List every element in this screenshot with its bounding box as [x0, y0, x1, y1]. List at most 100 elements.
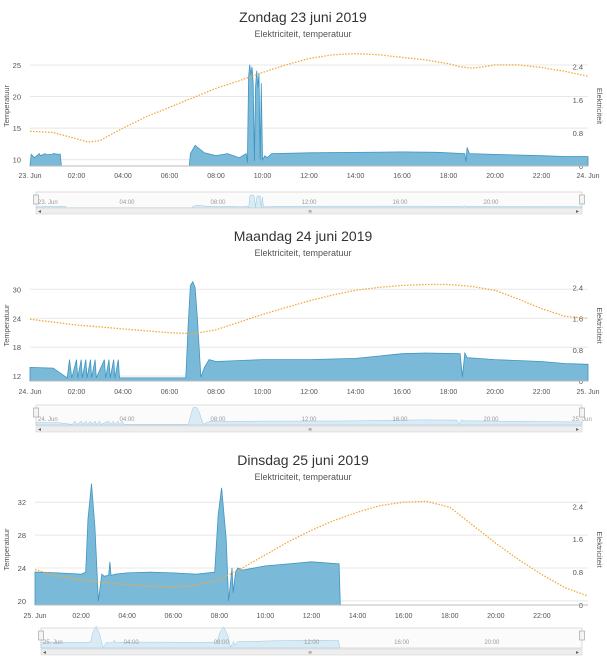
navigator-tick-label: 20:00 — [483, 200, 499, 206]
scrollbar[interactable]: ◂ ▸ ≡ — [35, 425, 583, 434]
chart-title: Dinsdag 25 juni 2019 — [237, 452, 369, 468]
scrollbar-track[interactable] — [35, 207, 583, 215]
navigator-tick-label: 25. Jun — [572, 417, 592, 423]
x-tick-label: 02:00 — [68, 389, 86, 396]
navigator-right-handle[interactable] — [579, 630, 585, 641]
y-right-tick-label: 1.6 — [573, 96, 583, 105]
y-left-tick-label: 24 — [13, 314, 21, 323]
navigator-tick-label: 16:00 — [394, 640, 410, 646]
y-right-tick-label: 1.6 — [573, 535, 583, 544]
x-tick-label: 20:00 — [487, 613, 505, 620]
y-left-tick-label: 20 — [13, 93, 21, 102]
x-tick-label: 06:00 — [164, 613, 182, 620]
navigator[interactable]: 23. Jun 04:00 08:00 12:00 16:00 20:00 — [33, 191, 585, 209]
x-tick-label: 14:00 — [347, 389, 365, 396]
y-right-axis-title: Elektriciteit — [595, 531, 604, 568]
y-left-tick-label: 20 — [18, 597, 26, 606]
x-tick-label: 06:00 — [161, 173, 179, 180]
scrollbar-right-arrow-icon: ▸ — [576, 427, 579, 433]
navigator-tick-label: 08:00 — [210, 417, 226, 423]
x-tick-label: 18:00 — [440, 173, 458, 180]
y-left-tick-label: 12 — [13, 372, 21, 381]
y-right-axis-title: Elektriciteit — [595, 88, 604, 125]
navigator-series — [40, 625, 340, 649]
x-tick-label: 22:00 — [533, 613, 551, 620]
x-tick-label: 20:00 — [486, 173, 504, 180]
temperature-line-series — [29, 52, 589, 143]
y-left-axis-title: Temperatuur — [2, 84, 11, 127]
chart-subtitle: Elektriciteit, temperatuur — [254, 29, 351, 39]
navigator-right-handle[interactable] — [579, 407, 585, 418]
navigator-left-handle[interactable] — [33, 194, 39, 205]
y-left-tick-label: 10 — [13, 156, 21, 165]
x-tick-label: 12:00 — [300, 173, 318, 180]
navigator-tick-label: 04:00 — [119, 417, 135, 423]
x-tick-label: 10:00 — [254, 389, 272, 396]
x-tick-label: 04:00 — [114, 389, 132, 396]
navigator-tick-label: 20:00 — [483, 417, 499, 423]
y-left-axis-title: Temperatuur — [2, 528, 11, 571]
x-tick-label: 10:00 — [254, 173, 272, 180]
scrollbar-grip-icon: ≡ — [308, 428, 312, 434]
x-tick-label: 08:00 — [211, 613, 229, 620]
y-left-axis-title: Temperatuur — [2, 304, 11, 347]
y-left-tick-label: 30 — [13, 285, 21, 294]
navigator-tick-label: 23. Jun — [38, 200, 58, 206]
x-tick-label: 10:00 — [257, 613, 275, 620]
navigator-series — [35, 406, 583, 426]
y-right-tick-label: 2.4 — [573, 63, 583, 72]
navigator-left-handle[interactable] — [38, 630, 44, 641]
navigator-tick-label: 16:00 — [392, 200, 408, 206]
scrollbar-right-arrow-icon: ▸ — [576, 650, 579, 656]
y-right-tick-label: 2.4 — [573, 502, 583, 511]
y-right-tick-label: 2.4 — [573, 284, 583, 293]
electricity-area-series — [29, 280, 589, 382]
chart-3: Dinsdag 25 juni 2019 Elektriciteit, tempe… — [2, 452, 604, 657]
x-tick-label: 22:00 — [533, 389, 551, 396]
x-tick-label: 08:00 — [207, 389, 225, 396]
x-tick-label: 18:00 — [441, 613, 459, 620]
electricity-area-series — [29, 64, 589, 167]
y-left-tick-label: 28 — [18, 531, 26, 540]
navigator-left-handle[interactable] — [33, 407, 39, 418]
y-left-tick-label: 32 — [18, 498, 26, 507]
scrollbar-track[interactable] — [40, 648, 583, 656]
navigator-right-handle[interactable] — [579, 194, 585, 205]
y-right-axis-title: Elektriciteit — [595, 307, 604, 344]
scrollbar-left-arrow-icon: ◂ — [38, 427, 41, 433]
navigator[interactable]: 25. Jun 04:00 08:00 12:00 16:00 20:00 — [38, 625, 585, 649]
navigator-tick-label: 12:00 — [301, 200, 317, 206]
x-tick-label: 04:00 — [118, 613, 136, 620]
y-right-tick-label: 0.8 — [573, 568, 583, 577]
temperature-line-series — [34, 500, 589, 597]
temperature-line-series — [29, 283, 589, 335]
scrollbar[interactable]: ◂ ▸ ≡ — [40, 648, 583, 657]
scrollbar-right-arrow-icon: ▸ — [576, 209, 579, 215]
x-tick-label: 08:00 — [207, 173, 225, 180]
x-tick-label: 24. Jun — [577, 173, 600, 180]
x-tick-label: 25. Jun — [577, 389, 600, 396]
navigator-tick-label: 12:00 — [301, 417, 317, 423]
x-tick-label: 16:00 — [393, 389, 411, 396]
x-tick-label: 06:00 — [161, 389, 179, 396]
scrollbar-grip-icon: ≡ — [308, 651, 312, 657]
x-tick-label: 18:00 — [440, 389, 458, 396]
y-right-tick-label: 0.8 — [573, 346, 583, 355]
navigator[interactable]: 24. Jun 04:00 08:00 12:00 16:00 20:00 25. Jun — [33, 404, 592, 426]
scrollbar-track[interactable] — [35, 425, 583, 433]
x-tick-label: 02:00 — [68, 173, 86, 180]
chart-subtitle: Elektriciteit, temperatuur — [254, 248, 351, 258]
scrollbar-grip-icon: ≡ — [308, 210, 312, 216]
navigator-tick-label: 25. Jun — [43, 640, 63, 646]
y-right-tick-label: 0.8 — [573, 129, 583, 138]
chart-2: Maandag 24 juni 2019 Elektriciteit, tempe… — [2, 228, 604, 434]
electricity-area-series — [34, 483, 341, 606]
x-tick-label: 16:00 — [395, 613, 413, 620]
scrollbar[interactable]: ◂ ▸ ≡ — [35, 207, 583, 216]
navigator-tick-label: 16:00 — [392, 417, 408, 423]
chart-1: Zondag 23 juni 2019 Elektriciteit, temper… — [2, 9, 604, 216]
navigator-series — [35, 194, 583, 209]
chart-title: Zondag 23 juni 2019 — [239, 9, 367, 25]
x-tick-label: 22:00 — [533, 173, 551, 180]
